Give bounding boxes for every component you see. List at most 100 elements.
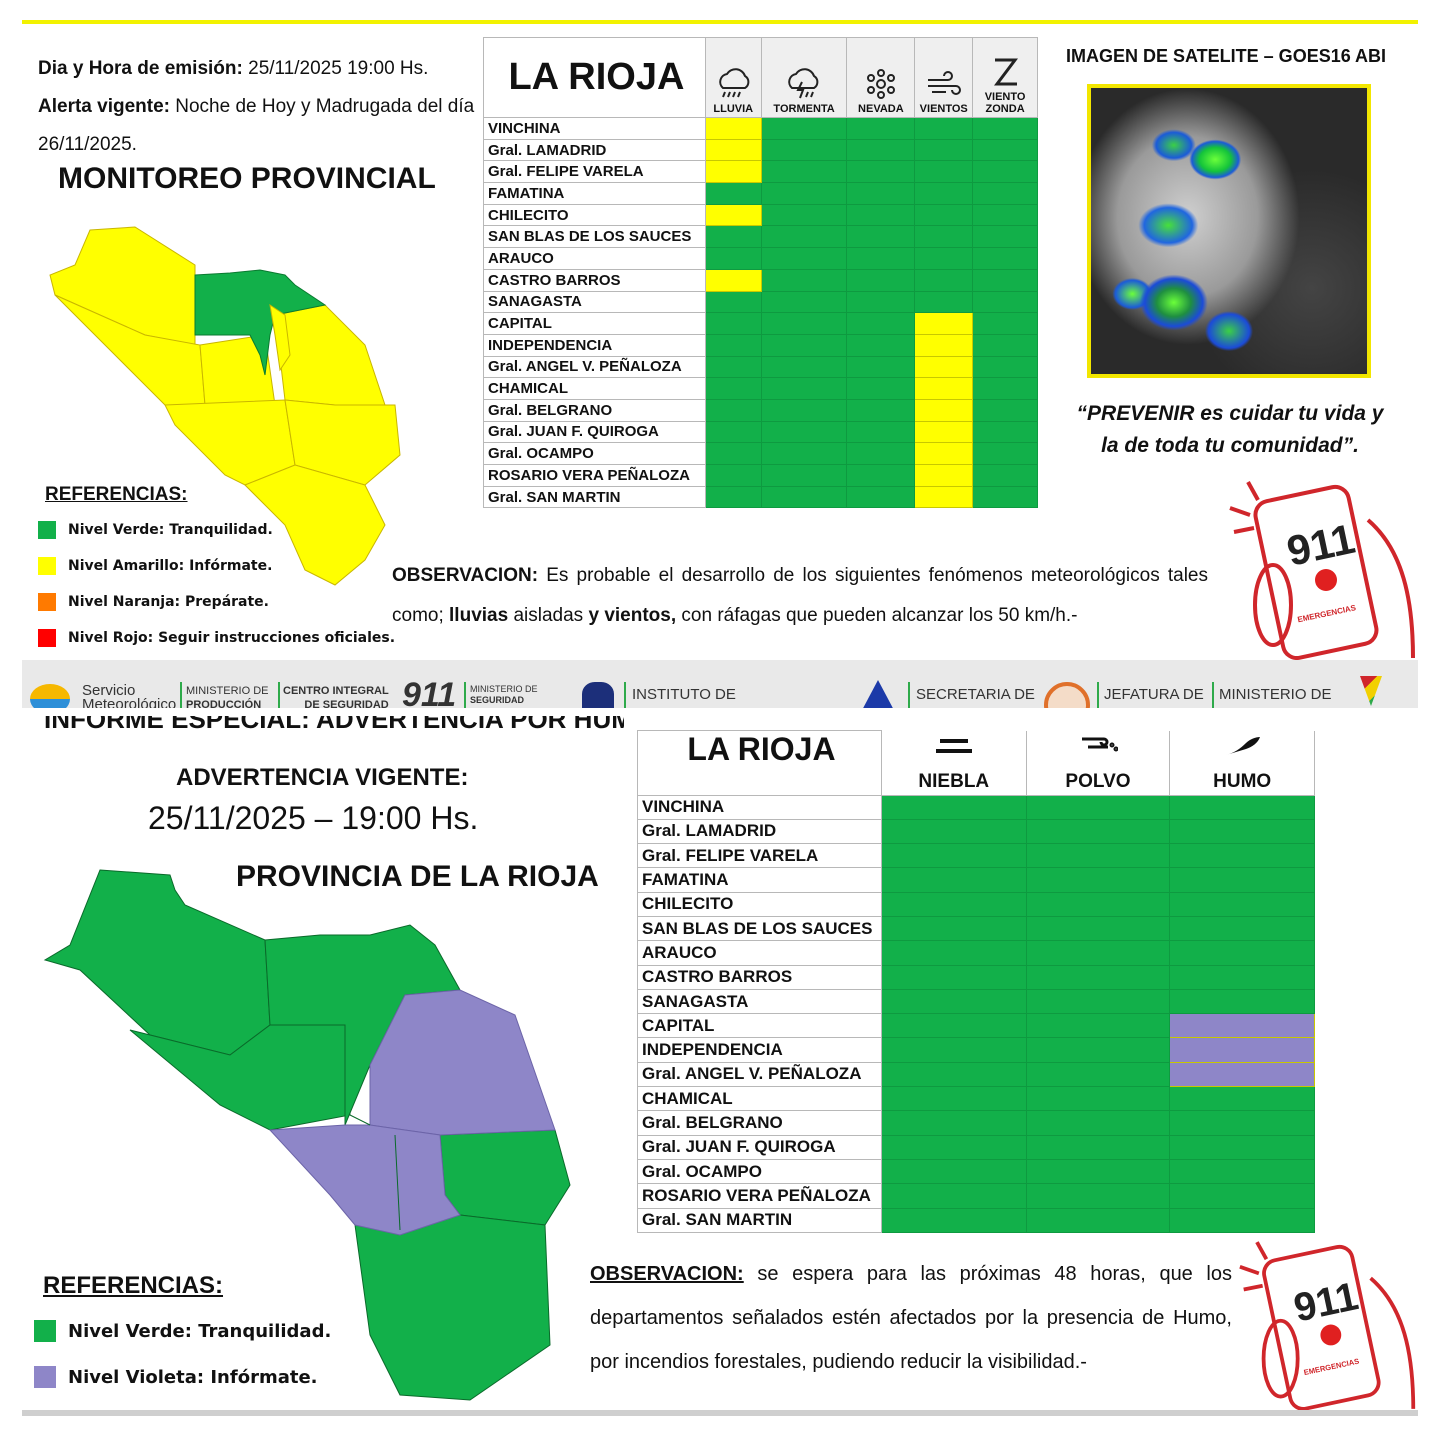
reference-label: Nivel Verde: Tranquilidad.: [68, 1320, 332, 1342]
column-label: NIEBLA: [918, 770, 990, 792]
logo-produccion: MINISTERIO DE PRODUCCIÓN: [186, 685, 269, 708]
table-row: CHILECITO: [637, 891, 1315, 917]
table-row: VINCHINA: [637, 794, 1315, 820]
alert-level-cell: [760, 442, 848, 465]
alert-level-cell: [846, 160, 916, 184]
alert-level-cell: [880, 1086, 1027, 1112]
column-header: POLVO: [1025, 730, 1171, 796]
la-rioja-logo-icon: [1360, 676, 1382, 706]
alert-level-cell: [1169, 843, 1315, 869]
alert-level-cell: [972, 290, 1038, 314]
top-title: MONITOREO PROVINCIAL: [58, 162, 436, 195]
alert-level-cell: [704, 312, 762, 335]
department-name: Gral. LAMADRID: [637, 818, 882, 845]
emission-info: Dia y Hora de emisión: 25/11/2025 19:00 …: [38, 50, 478, 164]
alert-level-cell: [1169, 964, 1315, 990]
department-name: FAMATINA: [483, 182, 706, 205]
fog-icon: [935, 738, 972, 753]
alert-level-cell: [760, 420, 848, 444]
color-swatch: [38, 521, 56, 539]
bottom-smoke-table: LA RIOJA NIEBLA POLVO HUMO VINCHINA Gral. LAM…: [637, 730, 1315, 1233]
column-label: HUMO: [1213, 770, 1272, 792]
table-row: Gral. FELIPE VARELA: [637, 843, 1315, 869]
table-row: Gral. BELGRANO: [637, 1110, 1315, 1136]
reference-label: Nivel Violeta: Infórmate.: [68, 1366, 318, 1388]
logo-instituto: INSTITUTO DE: [632, 686, 736, 703]
emergency-911-logo: 911 EMERGENCIAS: [1229, 481, 1415, 660]
reference-item: Nivel Amarillo: Infórmate.: [38, 557, 272, 575]
alert-level-cell: [914, 203, 974, 227]
jefatura-seal-icon: [1044, 682, 1090, 708]
alert-level-cell: [1169, 1134, 1315, 1160]
alert-level-cell: [880, 867, 1027, 893]
rain-cloud-icon: [719, 68, 750, 98]
alert-level-cell: [1169, 988, 1315, 1015]
alert-level-cell: [760, 377, 848, 400]
department-name: CAPITAL: [483, 312, 706, 335]
obs-bold: lluvias: [449, 605, 509, 626]
table-row: ROSARIO VERA PEÑALOZA: [483, 464, 1038, 487]
alert-level-cell: [914, 485, 974, 509]
reference-item: Nivel Naranja: Prepárate.: [38, 593, 269, 611]
color-swatch: [38, 557, 56, 575]
department-name: ROSARIO VERA PEÑALOZA: [483, 464, 706, 487]
top-alert-table: LA RIOJA LLUVIA TORMENTA NEVADA VIENTOS VIENT…: [483, 37, 1038, 509]
emission-label: Dia y Hora de emisión:: [38, 58, 243, 79]
table-row: Gral. JUAN F. QUIROGA: [637, 1134, 1315, 1160]
department-name: Gral. OCAMPO: [637, 1158, 882, 1185]
alert-level-cell: [760, 182, 848, 205]
alert-level-cell: [914, 160, 974, 184]
alert-level-cell: [880, 988, 1027, 1015]
alert-level-cell: [1169, 1158, 1315, 1185]
alert-level-cell: [846, 377, 916, 400]
emergency-911-logo: 911 EMERGENCIAS: [1239, 1241, 1416, 1411]
map-region: [269, 303, 291, 372]
alert-level-cell: [1025, 794, 1171, 820]
table-province: LA RIOJA: [483, 37, 706, 118]
alert-level-cell: [846, 442, 916, 465]
alert-level-cell: [914, 420, 974, 444]
alert-level-cell: [914, 355, 974, 379]
bottom-title: PROVINCIA DE LA RIOJA: [236, 860, 599, 893]
table-row: FAMATINA: [483, 182, 1038, 205]
department-name: ROSARIO VERA PEÑALOZA: [637, 1183, 882, 1209]
alert-level-cell: [760, 312, 848, 335]
top-border: [22, 20, 1418, 24]
table-row: CAPITAL: [637, 1013, 1315, 1039]
civil-defense-icon: [860, 680, 896, 708]
map-region: [274, 304, 386, 406]
logo-cis: CENTRO INTEGRAL DE SEGURIDAD: [283, 685, 389, 708]
table-row: Gral. SAN MARTIN: [483, 485, 1038, 509]
alert-level-cell: [972, 485, 1038, 509]
alert-level-cell: [1025, 915, 1171, 942]
reference-label: Nivel Amarillo: Infórmate.: [68, 558, 273, 574]
column-header: TORMENTA: [760, 37, 848, 118]
alert-level-cell: [972, 247, 1038, 270]
alert-level-cell: [1169, 915, 1315, 942]
alert-level-cell: [1025, 1086, 1171, 1112]
department-name: Gral. OCAMPO: [483, 442, 706, 465]
alert-level-cell: [846, 485, 916, 509]
alert-level-cell: [914, 377, 974, 400]
alert-level-cell: [914, 464, 974, 487]
alert-level-cell: [880, 964, 1027, 990]
alert-level-cell: [846, 420, 916, 444]
alert-level-cell: [880, 843, 1027, 869]
table-row: CHILECITO: [483, 203, 1038, 227]
alert-level-cell: [704, 442, 762, 465]
alert-level-cell: [760, 398, 848, 422]
province-map-alerts: [49, 226, 401, 586]
smn-logo-icon: [30, 684, 70, 708]
alert-level-cell: [704, 377, 762, 400]
reference-label: Nivel Rojo: Seguir instrucciones oficial…: [68, 630, 396, 646]
alert-level-cell: [914, 247, 974, 270]
table-row: SANAGASTA: [483, 290, 1038, 314]
table-row: Gral. FELIPE VARELA: [483, 160, 1038, 184]
logo-smn: Servicio Meteorológico: [82, 682, 177, 708]
alert-level-cell: [880, 1134, 1027, 1160]
department-name: CASTRO BARROS: [483, 268, 706, 292]
table-row: ARAUCO: [637, 940, 1315, 966]
department-name: SAN BLAS DE LOS SAUCES: [637, 915, 882, 942]
department-name: ARAUCO: [483, 247, 706, 270]
satellite-title: IMAGEN DE SATELITE – GOES16 ABI: [1066, 46, 1387, 66]
